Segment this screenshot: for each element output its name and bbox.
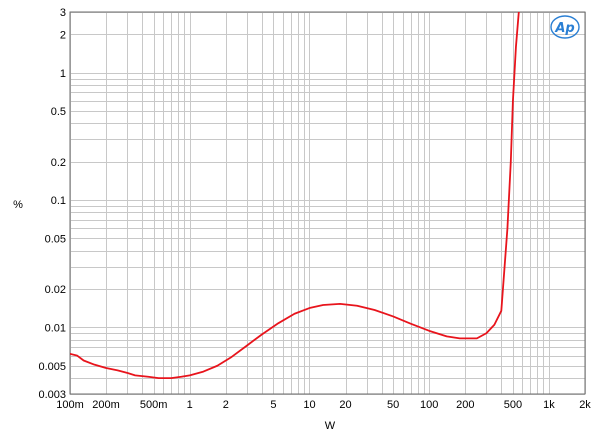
x-axis-label: W: [325, 420, 336, 432]
y-tick-label: 0.05: [45, 233, 66, 245]
plot-frame: [69, 11, 586, 395]
y-tick-label: 0.2: [51, 157, 66, 169]
x-tick-label: 2: [223, 399, 229, 411]
x-tick-label: 1k: [543, 399, 555, 411]
y-tick-label: 0.5: [51, 106, 66, 118]
y-tick-label: 0.003: [38, 389, 66, 401]
y-tick-label: 0.01: [45, 322, 66, 334]
x-tick-label: 100m: [56, 399, 84, 411]
x-tick-label: 200: [456, 399, 474, 411]
y-tick-label: 1: [60, 68, 66, 80]
y-tick-label: 2: [60, 29, 66, 41]
y-tick-label: 0.1: [51, 195, 66, 207]
x-tick-label: 2k: [579, 399, 591, 411]
ap-logo: Ap: [550, 15, 580, 39]
x-tick-label: 100: [420, 399, 438, 411]
x-tick-label: 20: [339, 399, 351, 411]
y-axis-label: %: [13, 199, 23, 211]
y-tick-label: 3: [60, 7, 66, 19]
x-tick-label: 5: [270, 399, 276, 411]
y-tick-labels: 3 2 1 0.5 0.2 0.1 0.05 0.02 0.01 0.005 0.003: [38, 7, 66, 401]
x-tick-label: 500m: [140, 399, 168, 411]
series-layer: [70, 12, 520, 379]
x-tick-label: 50: [387, 399, 399, 411]
x-tick-label: 500: [504, 399, 522, 411]
series-line: [70, 12, 520, 379]
ap-logo-ring-icon: [550, 15, 580, 39]
x-tick-labels: 100m 200m 500m 1 2 5 10 20 50 100 200 500 1k 2k: [56, 399, 591, 411]
y-tick-label: 0.02: [45, 284, 66, 296]
x-tick-label: 1: [187, 399, 193, 411]
y-tick-label: 0.005: [38, 361, 66, 373]
x-tick-label: 10: [303, 399, 315, 411]
ap-logo-text: Ap: [554, 21, 574, 36]
x-tick-label: 200m: [92, 399, 120, 411]
